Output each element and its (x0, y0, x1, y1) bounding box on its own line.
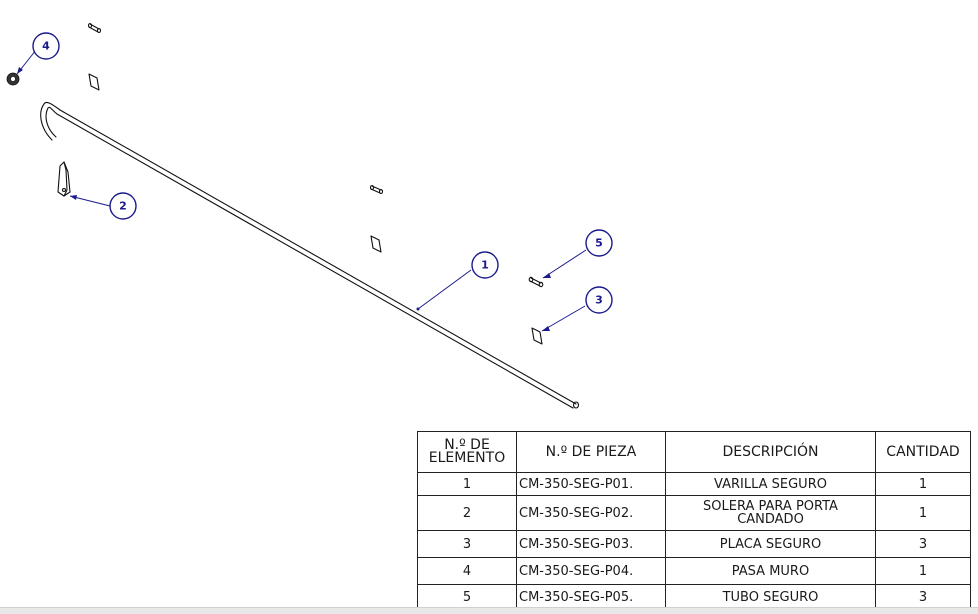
balloon-1[interactable]: 1 (471, 251, 499, 279)
lock-holder-plate-part (57, 161, 71, 197)
balloon-5[interactable]: 5 (585, 229, 613, 257)
bom-part-no: CM-350-SEG-P04. (516, 557, 666, 585)
bom-header-item-line1: N.º DE (444, 437, 490, 453)
balloon-3-label: 3 (595, 294, 603, 307)
bom-item: 2 (417, 495, 517, 531)
bill-of-materials-table: N.º DE ELEMENTO N.º DE PIEZA DESCRIPCIÓN… (417, 431, 971, 610)
bom-description: PASA MURO (665, 557, 876, 585)
bom-description: VARILLA SEGURO (665, 472, 876, 496)
bom-item: 4 (417, 557, 517, 585)
plate-part-3 (531, 327, 543, 345)
pin-part-middle (369, 184, 384, 195)
bom-header-qty: CANTIDAD (875, 431, 971, 473)
bom-part-no: CM-350-SEG-P02. (516, 495, 666, 531)
bom-description-line2: CANDADO (737, 512, 804, 527)
table-row: 2 CM-350-SEG-P02. SOLERA PARA PORTA CAND… (417, 495, 971, 531)
tube-part-5 (528, 276, 544, 288)
balloon-2[interactable]: 2 (109, 192, 137, 220)
bom-qty: 1 (875, 557, 971, 585)
bom-description-line1: SOLERA PARA PORTA (703, 499, 838, 514)
balloon-1-label: 1 (481, 259, 489, 272)
leader-lines (16, 49, 587, 332)
bom-part-no: CM-350-SEG-P03. (516, 530, 666, 558)
bom-qty: 1 (875, 472, 971, 496)
balloon-4[interactable]: 4 (32, 32, 60, 60)
window-bottom-edge (0, 607, 978, 614)
bom-header-part-no: N.º DE PIEZA (516, 431, 666, 473)
balloon-4-label: 4 (42, 40, 50, 53)
bom-header-row: N.º DE ELEMENTO N.º DE PIEZA DESCRIPCIÓN… (417, 431, 971, 473)
bom-item: 3 (417, 530, 517, 558)
balloon-2-label: 2 (119, 200, 127, 213)
bom-item: 1 (417, 472, 517, 496)
bom-description: TUBO SEGURO (665, 584, 876, 610)
bom-item: 5 (417, 584, 517, 610)
bom-part-no: CM-350-SEG-P01. (516, 472, 666, 496)
rod-part (40, 101, 580, 409)
balloon-3[interactable]: 3 (585, 286, 613, 314)
bom-qty: 1 (875, 495, 971, 531)
pin-part-top (87, 22, 102, 34)
plate-part-middle (370, 235, 382, 253)
bom-header-item-line2: ELEMENTO (428, 450, 506, 466)
wall-pass-part (6, 72, 20, 86)
bom-qty: 3 (875, 530, 971, 558)
bom-description: SOLERA PARA PORTA CANDADO (665, 495, 876, 531)
bom-header-item: N.º DE ELEMENTO (417, 431, 517, 473)
bom-description: PLACA SEGURO (665, 530, 876, 558)
table-row: 4 CM-350-SEG-P04. PASA MURO 1 (417, 557, 971, 585)
bom-header-description: DESCRIPCIÓN (665, 431, 876, 473)
bom-part-no: CM-350-SEG-P05. (516, 584, 666, 610)
table-row: 5 CM-350-SEG-P05. TUBO SEGURO 3 (417, 584, 971, 610)
balloon-5-label: 5 (595, 237, 603, 250)
table-row: 3 CM-350-SEG-P03. PLACA SEGURO 3 (417, 530, 971, 558)
plate-part-top (88, 73, 100, 91)
bom-qty: 3 (875, 584, 971, 610)
table-row: 1 CM-350-SEG-P01. VARILLA SEGURO 1 (417, 472, 971, 496)
